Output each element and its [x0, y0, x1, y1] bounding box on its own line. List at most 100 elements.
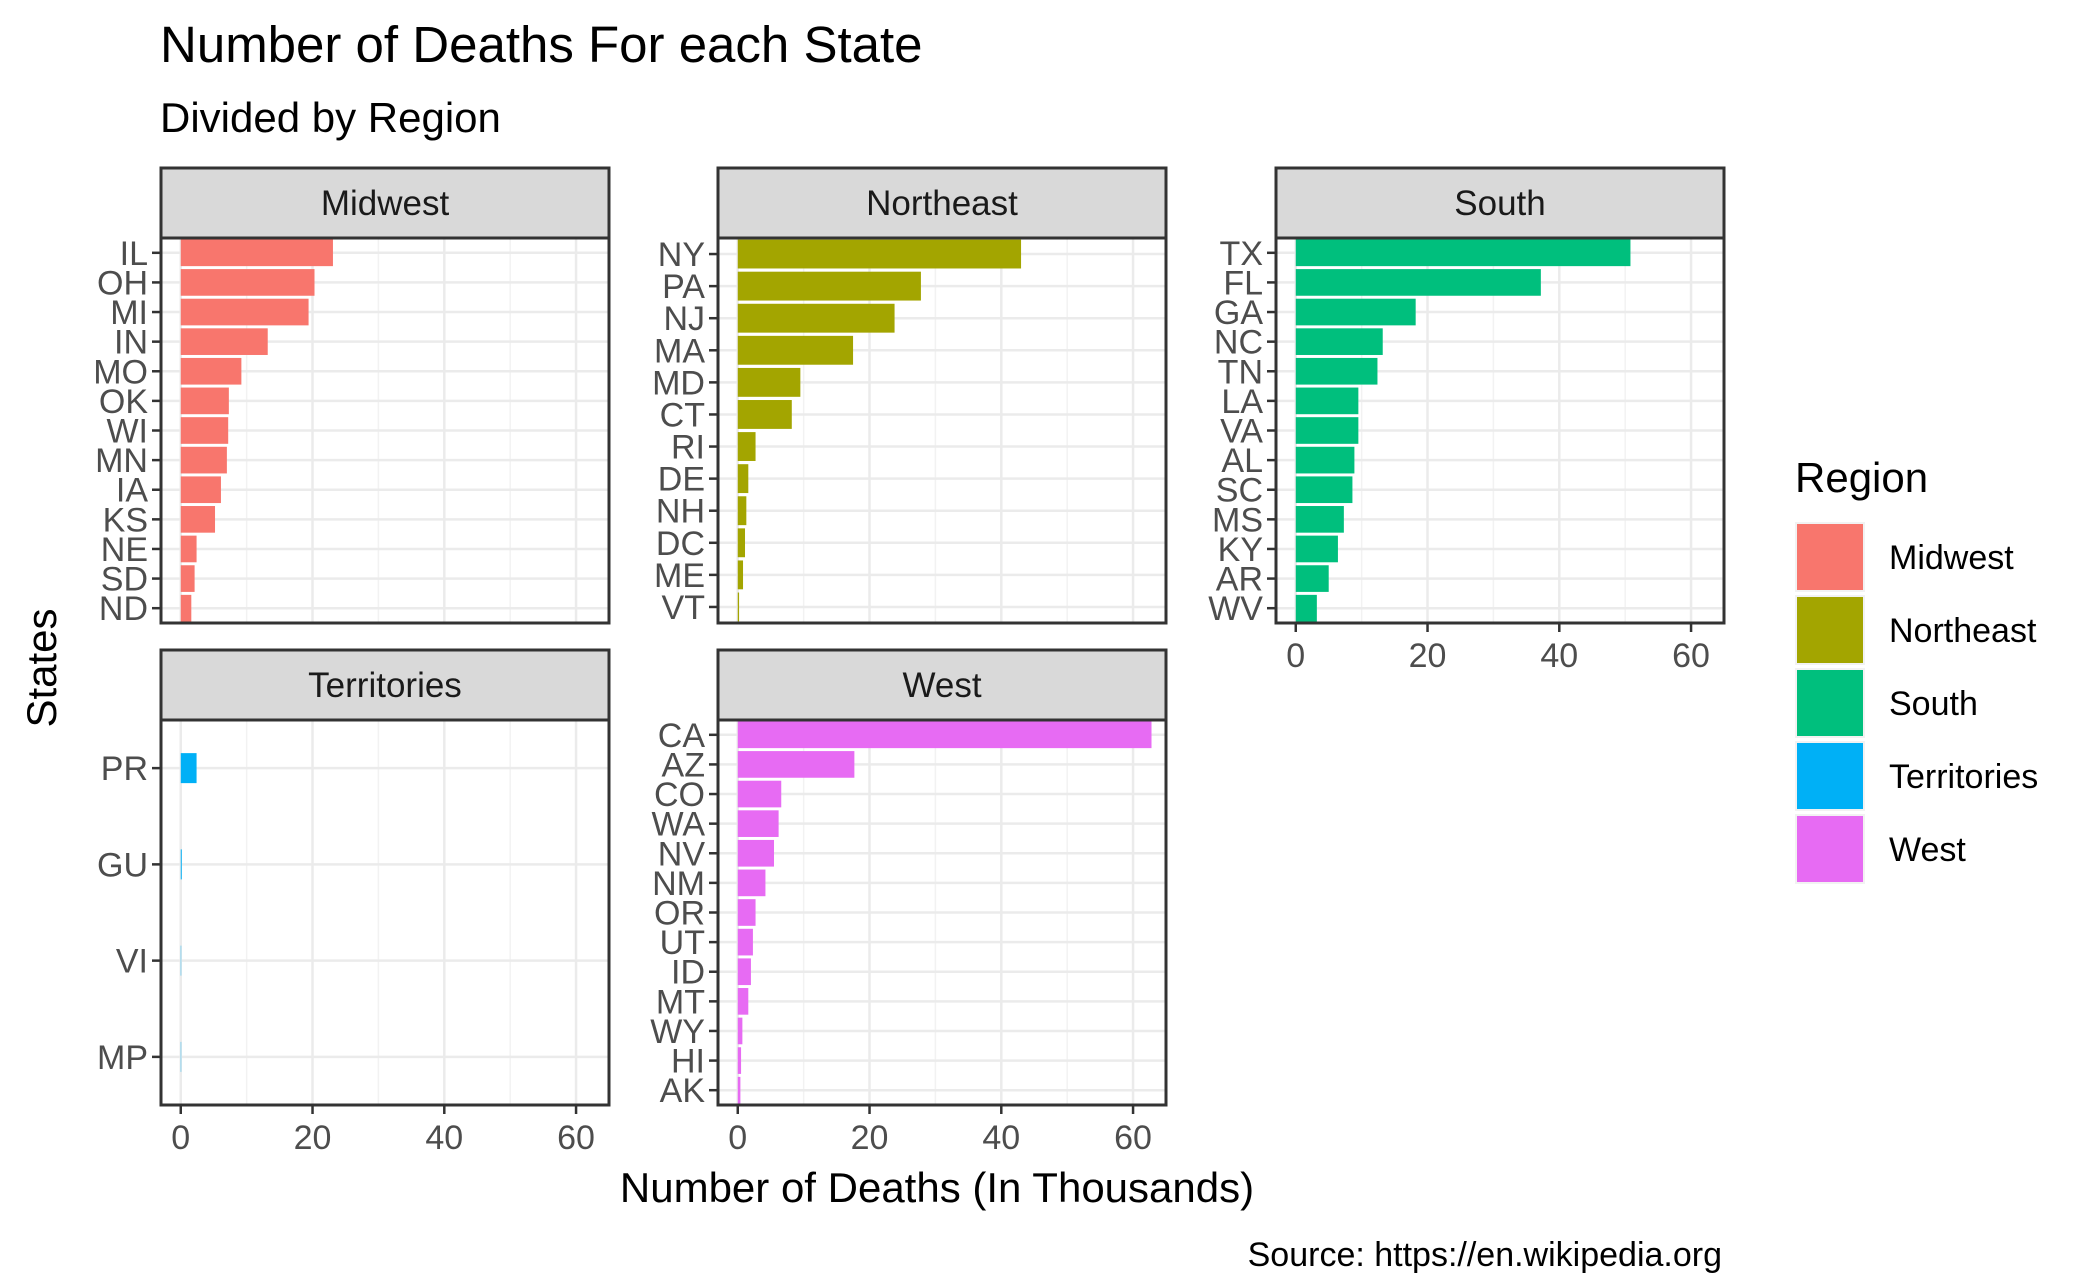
y-tick-label-me: ME	[654, 557, 705, 595]
y-tick-label-ky: KY	[1218, 531, 1263, 569]
y-tick-label-sd: SD	[101, 561, 148, 599]
panel-border-territories	[159, 718, 611, 1107]
strip-label-west: West	[902, 666, 981, 705]
y-tick-label-gu: GU	[97, 846, 148, 884]
bar-wi	[180, 417, 229, 444]
y-tick-label-ny: NY	[658, 236, 705, 274]
bar-in	[180, 328, 268, 355]
x-tick-label: 60	[1672, 637, 1710, 675]
bar-de	[737, 464, 749, 494]
legend-label-midwest: Midwest	[1889, 539, 2014, 577]
bar-ny	[737, 239, 1022, 269]
legend-label-territories: Territories	[1889, 758, 2038, 796]
legend-label-northeast: Northeast	[1889, 612, 2037, 650]
bar-ia	[180, 476, 221, 504]
panel-border-south	[1274, 236, 1726, 625]
y-tick-label-in: IN	[114, 324, 148, 362]
bar-mn	[180, 446, 227, 474]
bar-ma	[737, 335, 854, 365]
chart-subtitle: Divided by Region	[160, 94, 501, 141]
bar-nc	[1295, 328, 1383, 355]
bar-mo	[180, 357, 242, 385]
y-tick-label-pa: PA	[662, 268, 705, 306]
strip-label-northeast: Northeast	[866, 184, 1018, 223]
y-tick-label-nj: NJ	[663, 300, 705, 338]
panel-border-west	[716, 718, 1168, 1107]
x-tick-label: 40	[982, 1119, 1020, 1157]
panel-territories: Territories PR GU VI MP 0 20 40 60	[97, 648, 611, 1157]
bar-wy	[737, 1017, 743, 1045]
panel-border-midwest	[159, 236, 611, 625]
y-tick-label-al: AL	[1221, 442, 1263, 480]
y-tick-label-ct: CT	[660, 396, 705, 434]
strip-label-south: South	[1454, 184, 1545, 223]
y-tick-label-il: IL	[120, 235, 148, 273]
legend-label-south: South	[1889, 685, 1978, 723]
bar-nj	[737, 303, 895, 333]
y-tick-label-md: MD	[652, 364, 705, 402]
y-tick-label-ri: RI	[671, 429, 705, 467]
y-tick-label-nv: NV	[658, 835, 706, 873]
bar-vt	[737, 592, 740, 622]
bar-gu	[180, 849, 182, 880]
y-tick-label-la: LA	[1221, 383, 1263, 421]
y-tick-label-ms: MS	[1212, 501, 1263, 539]
x-tick-label: 60	[1114, 1119, 1152, 1157]
y-tick-label-mp: MP	[97, 1039, 148, 1077]
bar-nm	[737, 869, 766, 897]
x-tick-label: 60	[557, 1119, 595, 1157]
bar-il	[180, 239, 333, 267]
strip-northeast	[716, 166, 1168, 240]
bar-wa	[737, 810, 779, 837]
y-tick-label-fl: FL	[1223, 264, 1263, 302]
legend-swatch-west	[1797, 816, 1863, 882]
y-tick-label-id: ID	[671, 954, 705, 992]
y-axis-title: States	[18, 608, 65, 727]
y-tick-label-hi: HI	[671, 1043, 705, 1081]
x-axis-title: Number of Deaths (In Thousands)	[620, 1164, 1254, 1211]
y-tick-label-or: OR	[654, 895, 705, 933]
y-tick-label-nm: NM	[652, 865, 705, 903]
y-tick-label-mi: MI	[110, 294, 148, 332]
y-tick-label-tx: TX	[1220, 235, 1263, 273]
legend: Region Midwest Northeast South Territories W…	[1795, 454, 2038, 884]
y-tick-label-ia: IA	[116, 472, 148, 510]
bar-dc	[737, 528, 746, 558]
x-tick-label: 40	[425, 1119, 463, 1157]
y-tick-label-nd: ND	[99, 590, 148, 628]
bar-ut	[737, 928, 753, 956]
bar-wv	[1295, 594, 1317, 622]
bar-oh	[180, 269, 315, 296]
y-tick-label-mn: MN	[95, 442, 148, 480]
bar-va	[1295, 417, 1359, 444]
y-tick-label-ne: NE	[101, 531, 148, 569]
y-tick-label-co: CO	[654, 776, 705, 814]
bar-md	[737, 367, 801, 397]
chart-title: Number of Deaths For each State	[160, 16, 923, 73]
bar-az	[737, 751, 855, 778]
y-tick-label-ca: CA	[658, 717, 706, 755]
bar-ct	[737, 400, 792, 429]
bar-ak	[737, 1076, 741, 1104]
legend-title: Region	[1795, 454, 1928, 501]
bar-ne	[180, 535, 197, 563]
x-tick-label: 0	[171, 1119, 190, 1157]
bar-ky	[1295, 535, 1338, 563]
y-tick-label-dc: DC	[656, 525, 705, 563]
bar-ga	[1295, 298, 1416, 326]
x-tick-label: 20	[294, 1119, 332, 1157]
y-tick-label-oh: OH	[97, 264, 148, 302]
bar-sc	[1295, 476, 1353, 504]
x-tick-label: 0	[1286, 637, 1305, 675]
y-tick-label-ks: KS	[103, 501, 148, 539]
y-tick-label-wy: WY	[650, 1013, 705, 1051]
y-tick-label-ok: OK	[99, 383, 148, 421]
y-tick-label-ma: MA	[654, 332, 705, 370]
y-tick-label-pr: PR	[101, 750, 148, 788]
legend-swatch-midwest	[1797, 524, 1863, 590]
y-tick-label-sc: SC	[1216, 472, 1263, 510]
